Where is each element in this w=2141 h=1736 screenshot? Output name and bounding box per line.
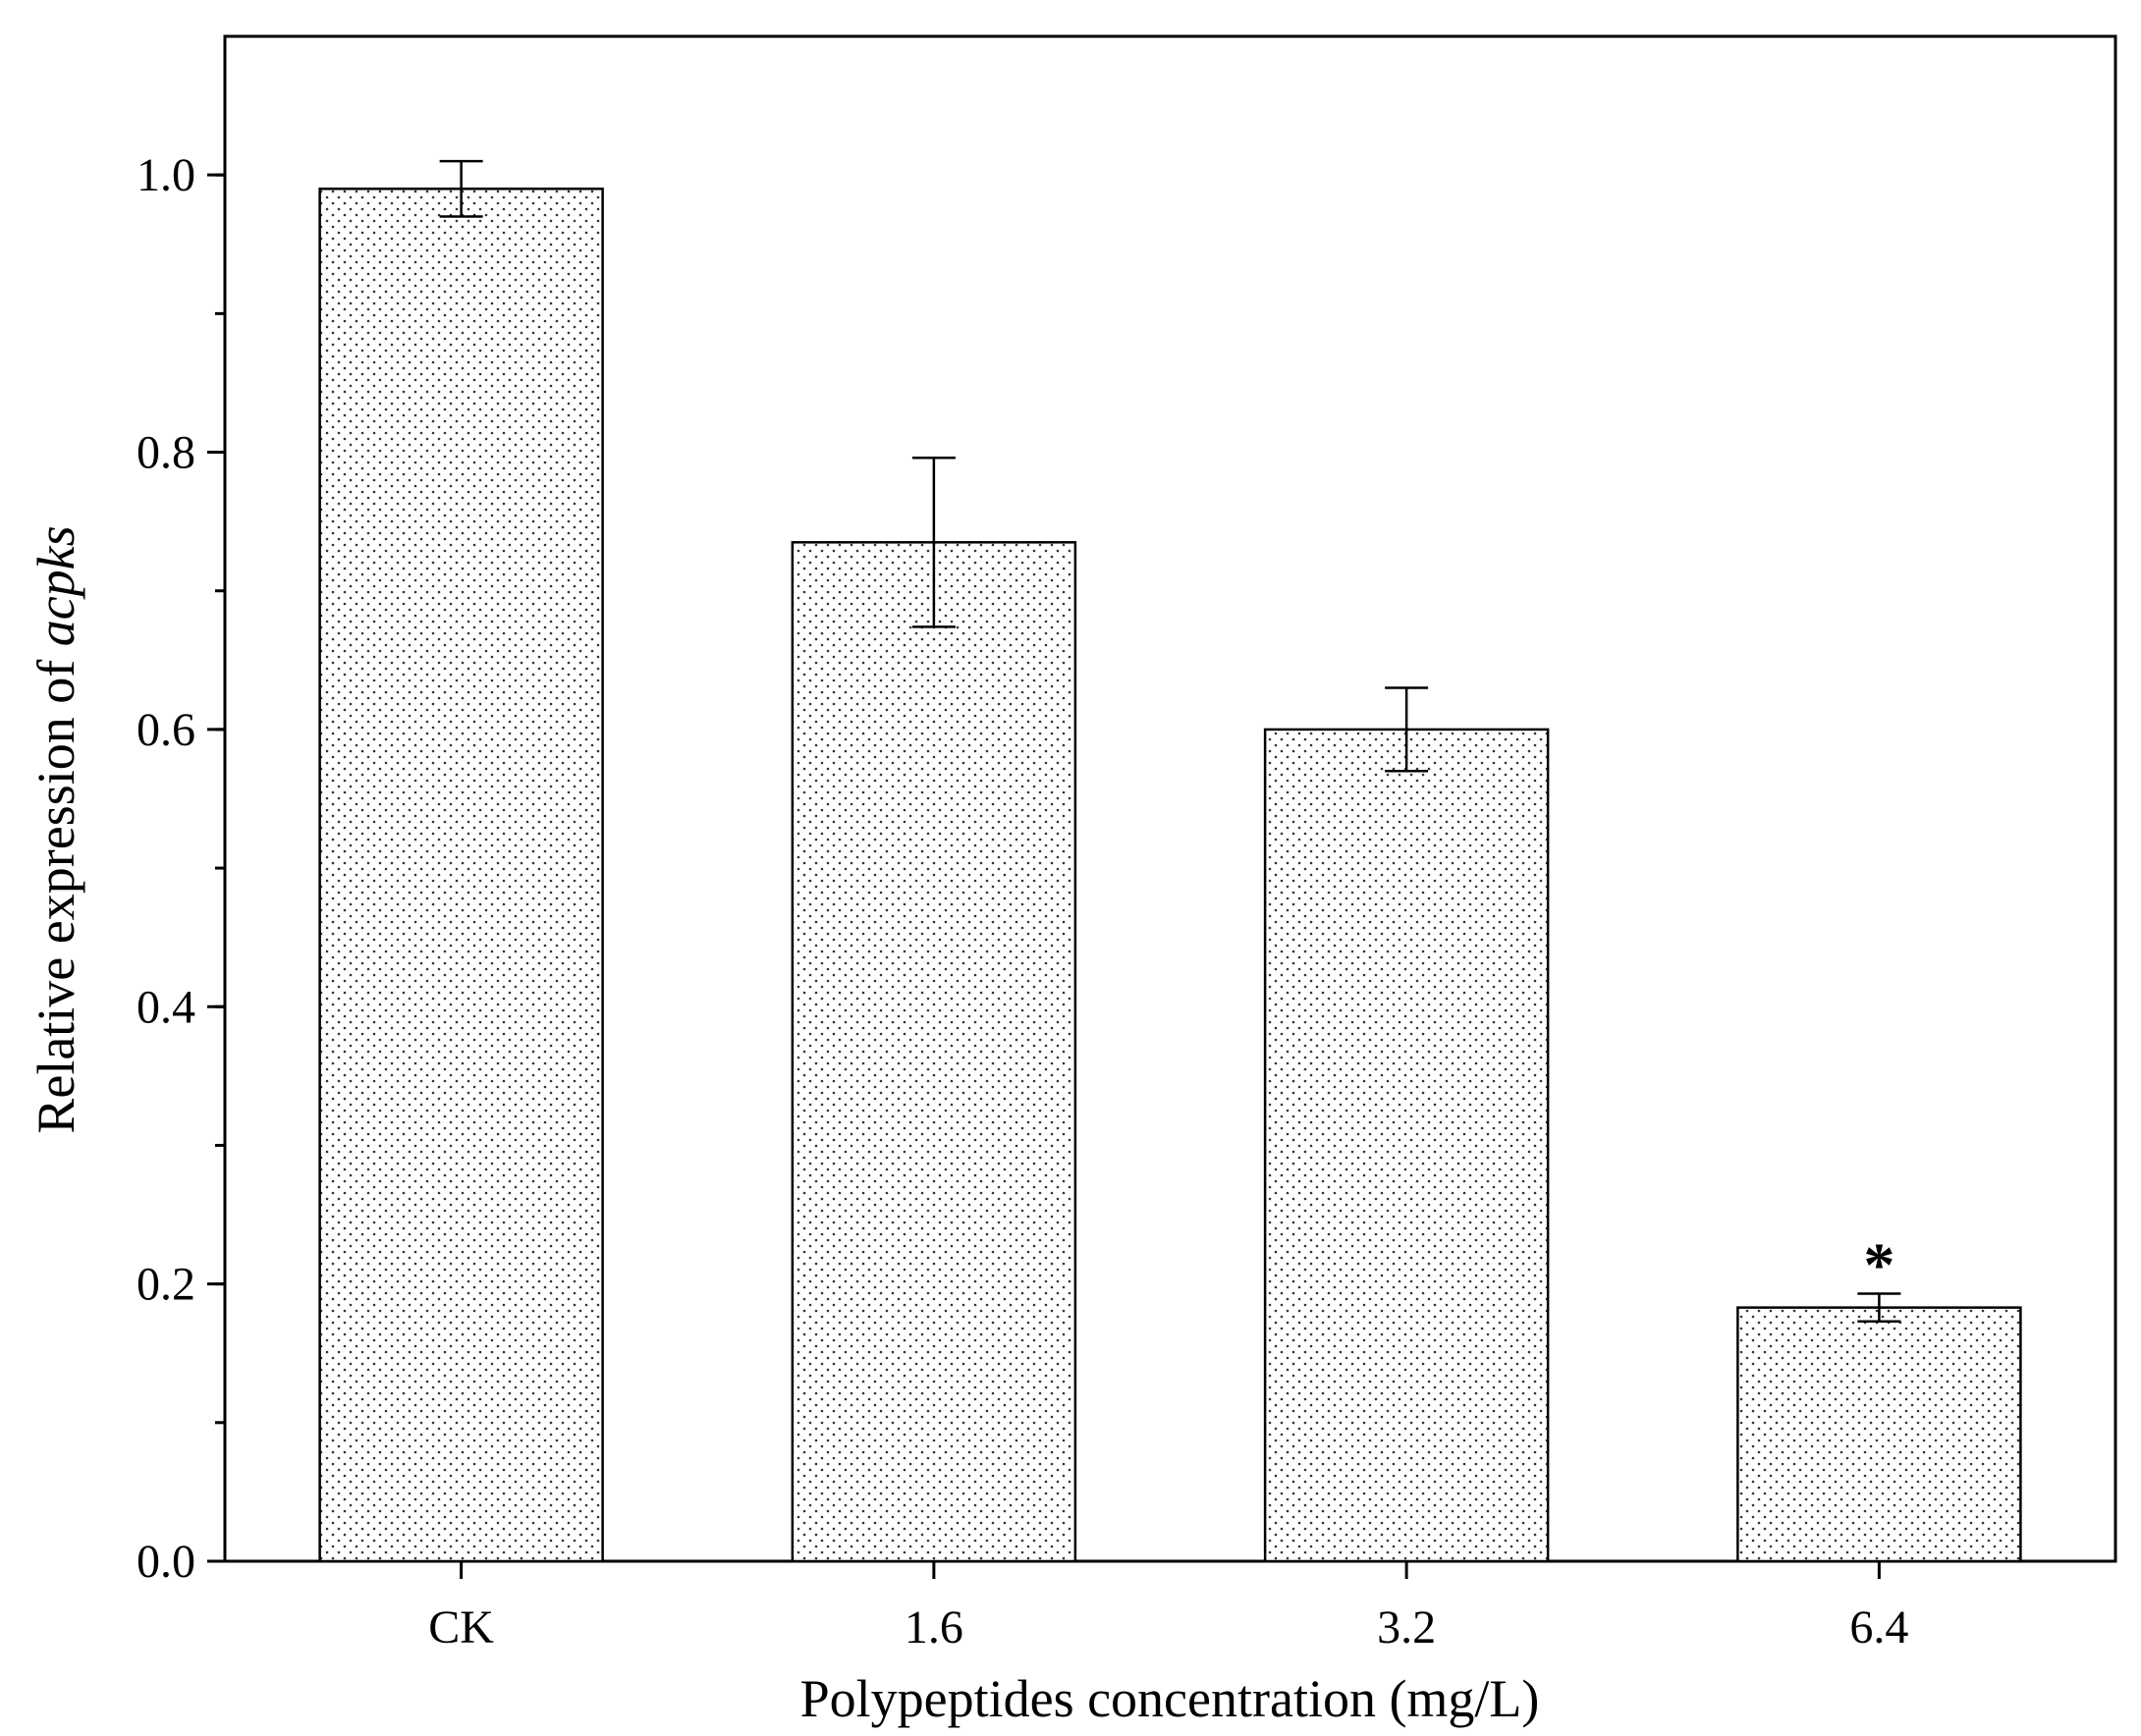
x-tick-label: 1.6 <box>905 1601 963 1654</box>
y-tick-label: 0.2 <box>137 1259 195 1311</box>
x-axis: CK 1.6 3.2 6.4 <box>428 1561 1908 1654</box>
bar <box>1736 1306 2022 1563</box>
y-tick-label: 0.6 <box>137 704 195 756</box>
bar <box>318 188 604 1563</box>
y-tick-label: 1.0 <box>137 149 195 201</box>
bars <box>318 188 2022 1563</box>
y-axis: 0.0 0.2 0.4 0.6 0.8 1.0 <box>137 149 225 1588</box>
bar <box>1263 728 1550 1563</box>
y-axis-title-prefix: Relative expression of <box>27 646 85 1133</box>
y-tick-label: 0.8 <box>137 427 195 479</box>
x-tick-label: 3.2 <box>1377 1601 1436 1654</box>
x-tick-label: CK <box>428 1601 494 1654</box>
y-axis-title-gene: acpks <box>27 525 85 646</box>
y-tick-label: 0.4 <box>137 981 195 1033</box>
x-axis-title: Polypeptides concentration (mg/L) <box>800 1669 1540 1728</box>
bar <box>791 541 1077 1563</box>
y-tick-label: 0.0 <box>137 1536 195 1588</box>
significance-marks: * <box>1863 1230 1894 1300</box>
plot-frame <box>223 34 2117 1563</box>
error-bars <box>439 159 1901 1324</box>
significance-mark: * <box>1863 1230 1894 1300</box>
y-axis-title: Relative expression of acpks <box>27 525 85 1133</box>
x-tick-label: 6.4 <box>1849 1601 1908 1654</box>
